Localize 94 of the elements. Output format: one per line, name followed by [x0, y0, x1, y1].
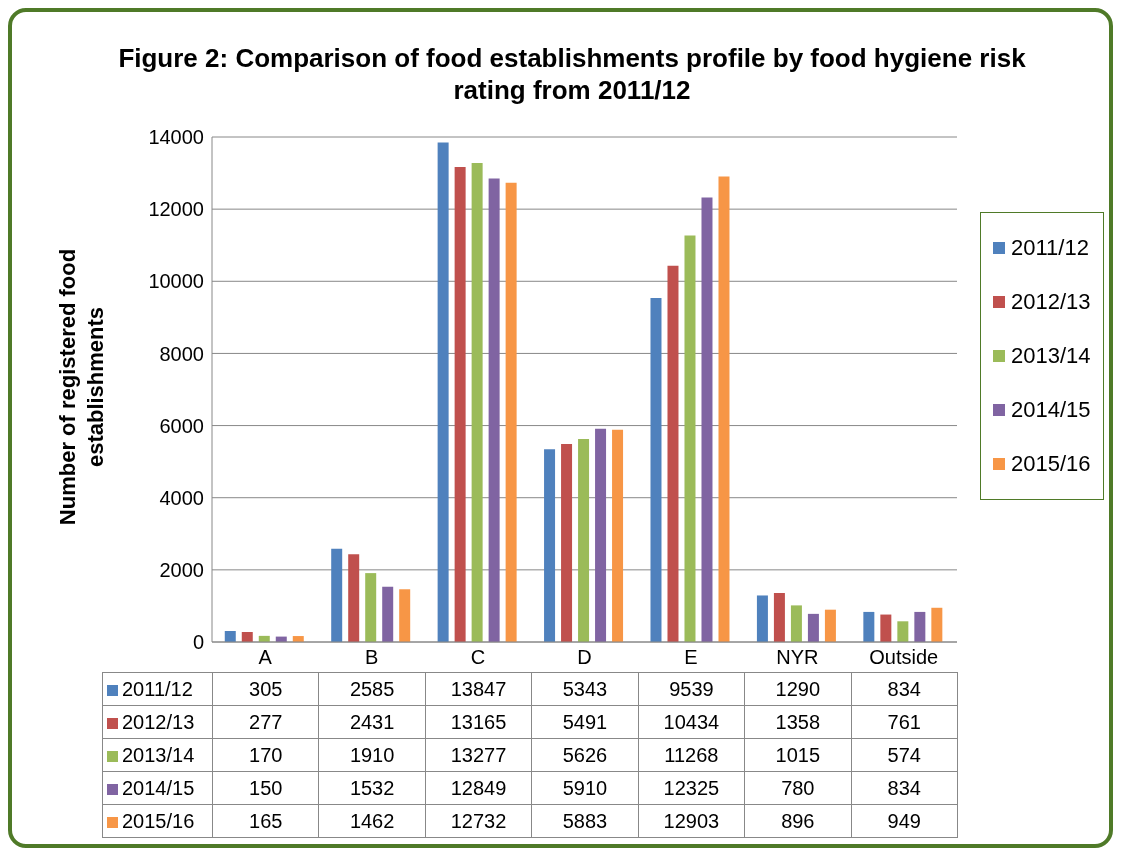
- legend-label: 2011/12: [102, 672, 213, 706]
- bar: [807, 613, 819, 642]
- text: 2015/16: [122, 809, 195, 832]
- bar: [224, 631, 236, 642]
- bar: [650, 297, 662, 642]
- data-label: 949: [851, 804, 958, 838]
- bar: [897, 621, 909, 642]
- data-label: 9539: [638, 672, 745, 706]
- bar: [684, 235, 696, 642]
- text: 2014/15: [122, 776, 195, 799]
- data-label: 1910: [318, 738, 426, 772]
- data-label: 165: [212, 804, 319, 838]
- x-tick-label: D: [577, 646, 592, 669]
- data-label: 2585: [318, 672, 426, 706]
- data-label: 11268: [638, 738, 745, 772]
- legend-label: 2014/15: [1011, 397, 1091, 423]
- data-label: 574: [851, 738, 958, 772]
- data-label: 5343: [531, 672, 639, 706]
- x-tick-label: C: [470, 646, 486, 669]
- data-label: 1015: [744, 738, 852, 772]
- bar: [578, 439, 590, 642]
- bar: [365, 573, 377, 642]
- data-label: 12903: [638, 804, 745, 838]
- bar: [790, 605, 802, 642]
- y-tick-label: 12000: [148, 198, 204, 221]
- data-label: 5626: [531, 738, 639, 772]
- legend-label: 2012/13: [102, 705, 213, 739]
- bar: [863, 611, 875, 642]
- bar: [331, 548, 343, 642]
- text: 2013/14: [122, 743, 195, 766]
- x-tick-label: A: [258, 646, 273, 669]
- text: 2011/12: [1011, 235, 1089, 260]
- x-tick-label: NYR: [776, 646, 819, 669]
- data-label: 10434: [638, 705, 745, 739]
- data-label: 12849: [425, 771, 532, 805]
- legend-label: 2013/14: [1011, 343, 1091, 369]
- bar: [505, 182, 517, 642]
- bar: [454, 167, 466, 642]
- bar: [595, 428, 607, 642]
- data-label: 12325: [638, 771, 745, 805]
- data-label: 170: [212, 738, 319, 772]
- x-tick-label: Outside: [869, 646, 939, 669]
- bar: [471, 163, 483, 642]
- data-label: 277: [212, 705, 319, 739]
- data-label: 13847: [425, 672, 532, 706]
- bar: [701, 197, 713, 642]
- data-label: 5910: [531, 771, 639, 805]
- x-tick-label: B: [364, 646, 379, 669]
- bar: [382, 586, 394, 642]
- bar: [931, 607, 943, 642]
- bar: [544, 449, 556, 642]
- data-label: 2431: [318, 705, 426, 739]
- y-tick-label: 2000: [159, 558, 204, 581]
- y-tick-label: 14000: [148, 126, 204, 149]
- data-label: 5883: [531, 804, 639, 838]
- bar: [561, 443, 573, 642]
- bar: [348, 554, 360, 642]
- bar: [773, 593, 785, 642]
- bar: [756, 595, 768, 642]
- data-label: 834: [851, 672, 958, 706]
- y-axis-title: Number of registered food establishments: [54, 247, 109, 528]
- bar: [718, 176, 730, 642]
- data-label: 1358: [744, 705, 852, 739]
- bar: [914, 611, 926, 642]
- data-label: 5491: [531, 705, 639, 739]
- y-tick-label: 6000: [159, 414, 204, 437]
- data-label: 834: [851, 771, 958, 805]
- data-label: 305: [212, 672, 319, 706]
- bar: [437, 142, 449, 642]
- data-label: 1532: [318, 771, 426, 805]
- data-label: 150: [212, 771, 319, 805]
- y-tick-label: 8000: [159, 342, 204, 365]
- bar: [880, 614, 892, 642]
- data-label: 761: [851, 705, 958, 739]
- bar: [241, 632, 253, 642]
- data-label: 13277: [425, 738, 532, 772]
- bar: [667, 265, 679, 642]
- data-label: 1462: [318, 804, 426, 838]
- legend-label: 2015/16: [1011, 451, 1091, 477]
- bar: [488, 178, 500, 642]
- bar: [612, 429, 624, 642]
- data-label: 896: [744, 804, 852, 838]
- data-label: 12732: [425, 804, 532, 838]
- y-tick-label: 10000: [148, 270, 204, 293]
- x-tick-label: E: [684, 646, 698, 669]
- text: 2012/13: [1011, 289, 1091, 314]
- bar: [399, 589, 411, 642]
- data-label: 1290: [744, 672, 852, 706]
- bar: [824, 609, 836, 642]
- y-tick-label: 0: [192, 631, 204, 654]
- y-tick-label: 4000: [159, 486, 204, 509]
- data-label: 13165: [425, 705, 532, 739]
- data-label: 780: [744, 771, 852, 805]
- chart-title: Figure 2: Comparison of food establishments profile by food hygiene risk rating from 2011/12: [117, 42, 1027, 106]
